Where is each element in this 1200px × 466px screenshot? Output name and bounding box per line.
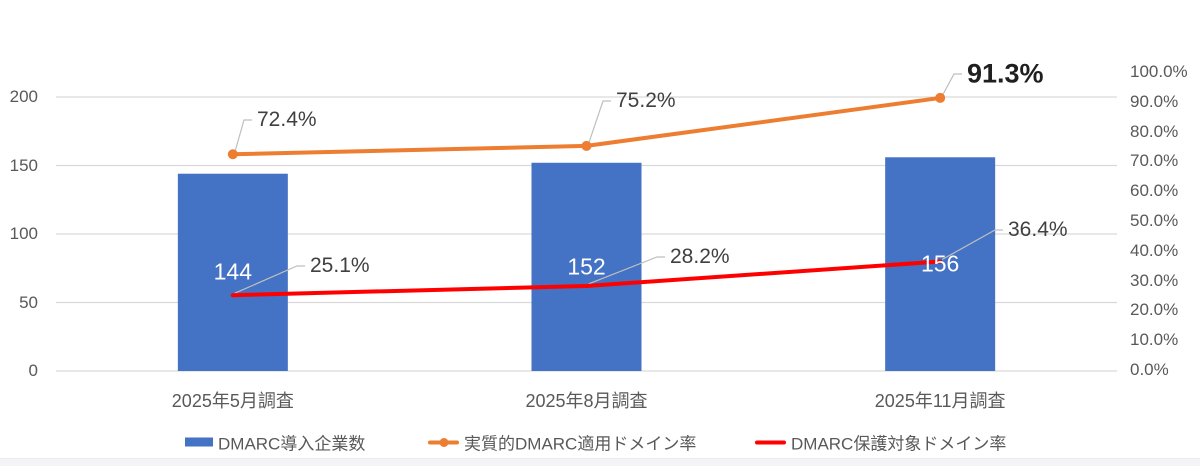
left-axis-tick: 200 — [9, 87, 38, 106]
legend-line-swatch-icon — [755, 437, 786, 448]
bar-value-label: 156 — [920, 250, 960, 277]
legend-label: 実質的DMARC適用ドメイン率 — [464, 434, 697, 454]
bar — [177, 173, 288, 371]
line-data-label: 36.4% — [1008, 218, 1068, 241]
line-marker — [935, 92, 946, 103]
left-axis-tick: 150 — [9, 155, 38, 175]
leader-line — [587, 100, 611, 145]
right-axis-tick: 90.0% — [1130, 91, 1179, 111]
series-line — [230, 259, 943, 298]
bar — [531, 162, 642, 371]
chart-legend: DMARC導入企業数 実質的DMARC適用ドメイン率 DMARC保護対象ドメイン率 — [0, 429, 1200, 455]
line-data-label: 75.2% — [616, 89, 676, 112]
right-axis-tick: 100.0% — [1130, 62, 1188, 81]
category-label: 2025年11月調査 — [874, 391, 1006, 411]
legend-item: DMARC保護対象ドメイン率 — [755, 430, 1006, 455]
category-label: 2025年8月調査 — [525, 391, 648, 411]
line-data-label: 72.4% — [257, 108, 317, 131]
left-axis-tick: 0 — [28, 361, 38, 380]
leader-line — [941, 229, 1003, 261]
line-data-label: 28.2% — [670, 245, 730, 268]
leader-line — [588, 256, 665, 285]
leader-line — [941, 73, 962, 97]
right-axis-tick: 50.0% — [1130, 211, 1179, 230]
left-axis-tick: 50 — [19, 292, 38, 312]
legend-bar-swatch-icon — [185, 437, 213, 447]
legend-label: DMARC導入企業数 — [218, 434, 366, 454]
right-axis-tick: 70.0% — [1130, 151, 1179, 171]
left-axis-tick: 100 — [9, 224, 38, 243]
leader-line — [234, 119, 252, 153]
leader-line — [234, 265, 305, 294]
window-edge — [0, 458, 1200, 466]
right-axis-tick: 10.0% — [1130, 330, 1179, 350]
line-data-label: 91.3% — [967, 58, 1044, 89]
bar-value-label: 144 — [213, 258, 253, 285]
legend-item: DMARC導入企業数 — [185, 430, 365, 455]
line-marker — [581, 140, 592, 151]
right-axis-tick: 80.0% — [1130, 121, 1179, 141]
legend-label: DMARC保護対象ドメイン率 — [791, 434, 1007, 454]
right-axis-tick: 60.0% — [1130, 181, 1179, 201]
bar-value-label: 152 — [567, 253, 606, 280]
line-data-label: 25.1% — [310, 254, 370, 277]
right-axis-tick: 30.0% — [1130, 270, 1179, 290]
right-axis-tick: 20.0% — [1130, 300, 1179, 320]
right-axis-tick: 0.0% — [1130, 360, 1169, 379]
legend-item: 実質的DMARC適用ドメイン率 — [428, 430, 696, 455]
legend-line-swatch-icon — [428, 437, 459, 448]
right-axis-tick: 40.0% — [1130, 240, 1179, 260]
category-label: 2025年5月調査 — [171, 391, 294, 411]
line-marker — [227, 149, 238, 160]
